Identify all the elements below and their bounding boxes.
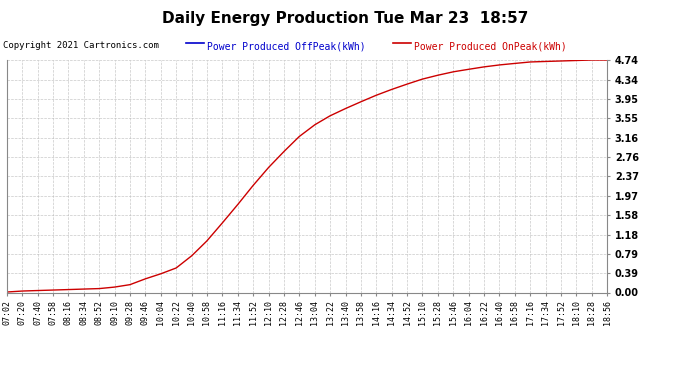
Text: Daily Energy Production Tue Mar 23  18:57: Daily Energy Production Tue Mar 23 18:57 (162, 11, 528, 26)
Text: Power Produced OnPeak(kWh): Power Produced OnPeak(kWh) (414, 41, 566, 51)
Text: Power Produced OffPeak(kWh): Power Produced OffPeak(kWh) (207, 41, 366, 51)
Text: Copyright 2021 Cartronics.com: Copyright 2021 Cartronics.com (3, 41, 159, 50)
